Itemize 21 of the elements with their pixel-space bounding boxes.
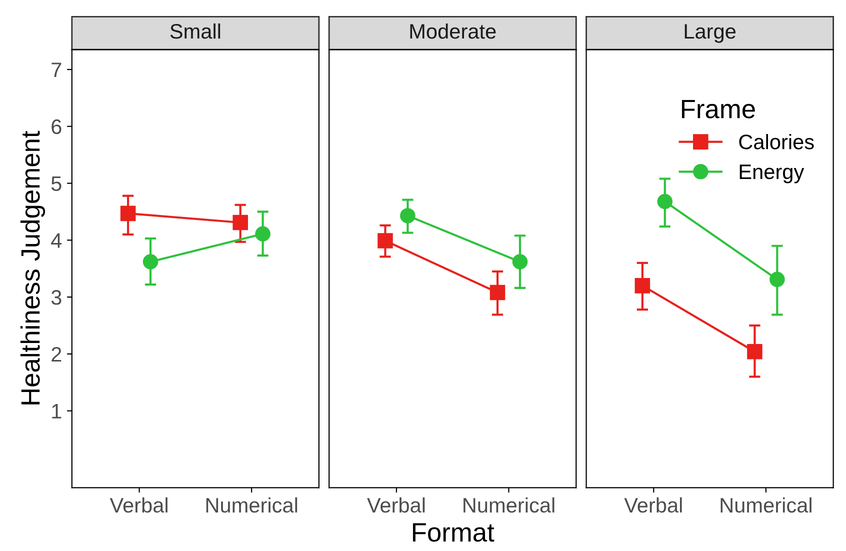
y-tick-label: 1 (52, 404, 62, 418)
y-tick-label: 5 (51, 176, 62, 192)
chart-title: Moderate (410, 23, 496, 39)
legend-title: Frame (682, 100, 755, 118)
y-axis-title: Healthiness Judgement (20, 130, 46, 404)
chart-title: Large (684, 24, 736, 43)
y-tick-label: 4 (51, 233, 62, 248)
x-tick-label: Numerical (206, 497, 298, 513)
x-tick-label: Numerical (720, 497, 812, 513)
legend-label: Energy (740, 164, 804, 184)
y-tick-label: 6 (52, 119, 62, 134)
x-tick-label: Verbal (367, 497, 425, 513)
x-tick-label: Verbal (110, 497, 168, 513)
y-tick-label: 7 (52, 62, 62, 78)
legend-label: Calories (739, 134, 814, 150)
y-tick-label: 2 (52, 346, 62, 362)
x-tick-label: Verbal (624, 497, 682, 513)
x-tick-label: Numerical (464, 497, 554, 513)
x-axis-title: Format (412, 523, 494, 542)
chart-title: Small (170, 23, 220, 39)
y-tick-label: 3 (51, 290, 62, 305)
